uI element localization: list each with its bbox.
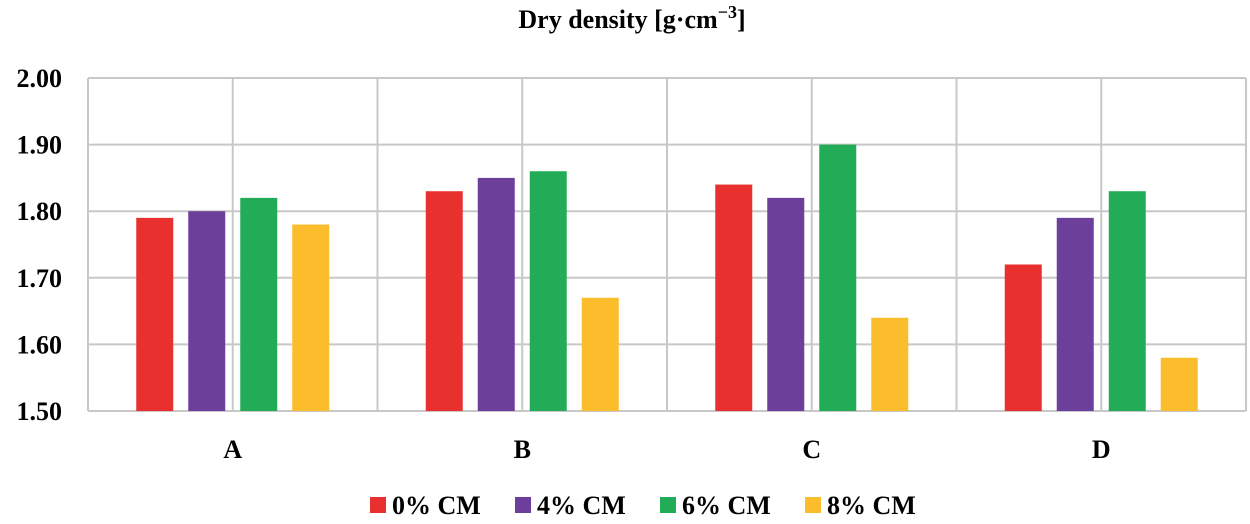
bar-A-4cm <box>188 211 226 411</box>
bar-C-4cm <box>767 197 805 411</box>
chart-title: Dry density [g·cm−3] <box>518 2 745 34</box>
y-tick-label: 1.50 <box>17 397 63 426</box>
bar-A-6cm <box>240 197 278 411</box>
chart-title-main: Dry density [g·cm <box>518 5 718 34</box>
bar-B-0cm <box>425 191 463 411</box>
y-tick-label: 1.70 <box>17 264 63 293</box>
x-axis: A B C D <box>223 435 1110 464</box>
bar-B-4cm <box>477 177 515 411</box>
legend-swatch <box>805 497 821 513</box>
bar-D-4cm <box>1056 217 1094 411</box>
bar-C-0cm <box>715 184 753 411</box>
legend-label: 4% CM <box>537 491 626 520</box>
gridlines <box>87 77 1247 412</box>
bar-C-6cm <box>819 144 857 411</box>
y-tick-label: 1.90 <box>17 131 63 160</box>
legend-label: 8% CM <box>827 491 916 520</box>
y-tick-label: 2.00 <box>17 64 63 93</box>
legend-swatch <box>660 497 676 513</box>
bar-D-6cm <box>1108 191 1146 411</box>
x-category-label: B <box>514 435 531 464</box>
bar-C-8cm <box>871 317 909 411</box>
x-category-label: C <box>802 435 821 464</box>
legend-label: 6% CM <box>682 491 771 520</box>
x-category-label: A <box>223 435 242 464</box>
bar-B-6cm <box>529 171 567 411</box>
bar-D-0cm <box>1004 264 1042 411</box>
legend-swatch <box>515 497 531 513</box>
bar-A-0cm <box>136 217 174 411</box>
y-tick-label: 1.60 <box>17 330 63 359</box>
y-tick-label: 1.80 <box>17 197 63 226</box>
bars <box>136 144 1198 411</box>
bar-B-8cm <box>581 297 619 411</box>
x-category-label: D <box>1092 435 1111 464</box>
bar-A-8cm <box>292 224 330 411</box>
bar-D-8cm <box>1160 357 1198 411</box>
legend-label: 0% CM <box>392 491 481 520</box>
legend-swatch <box>370 497 386 513</box>
chart-title-superscript: −3 <box>718 2 737 22</box>
y-axis: 1.50 1.60 1.70 1.80 1.90 2.00 <box>17 64 63 426</box>
chart-title-end: ] <box>737 5 746 34</box>
legend: 0% CM 4% CM 6% CM 8% CM <box>370 491 916 520</box>
